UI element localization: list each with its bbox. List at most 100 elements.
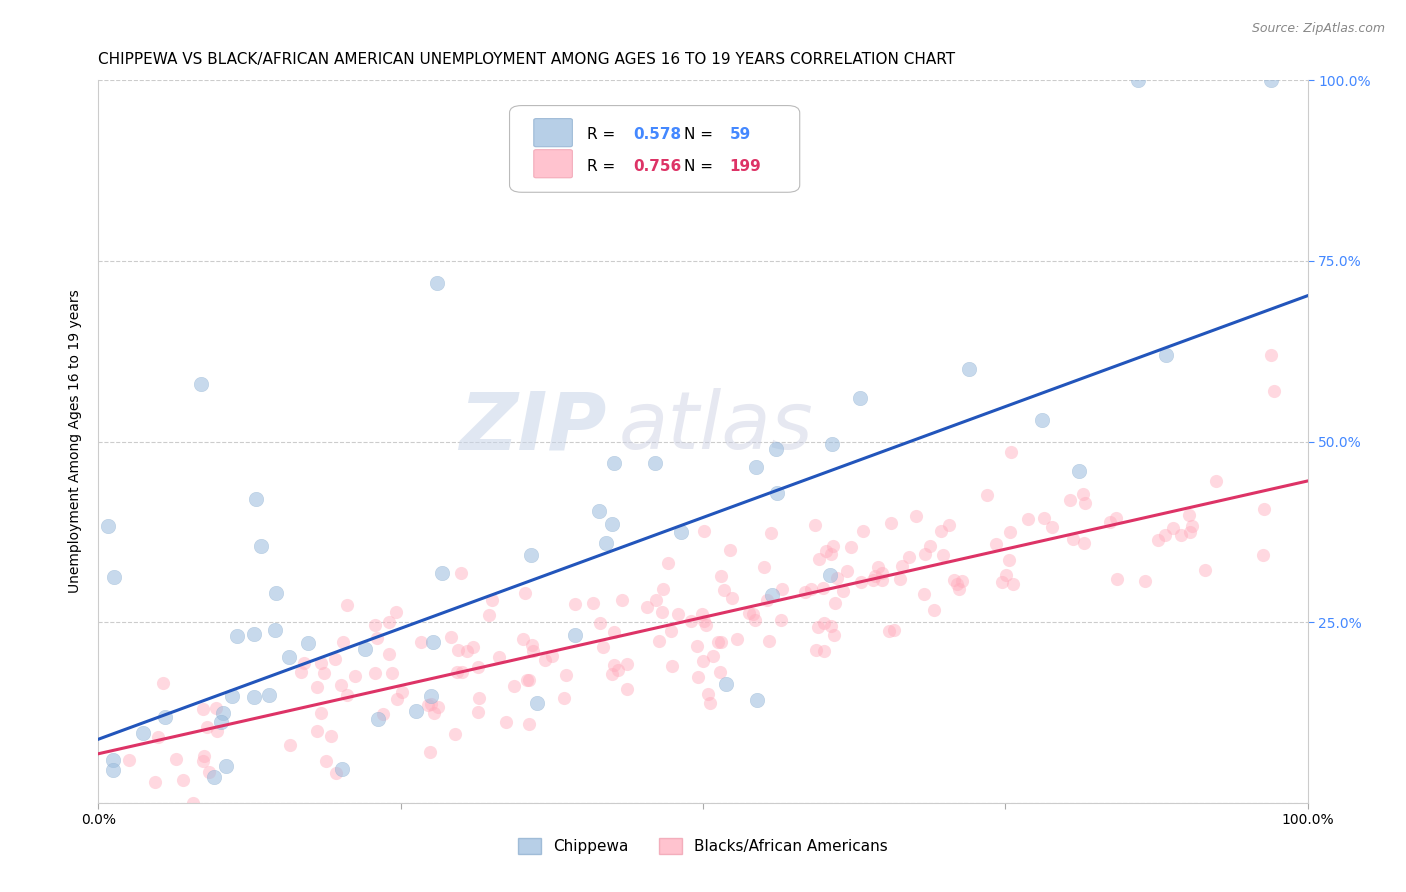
Point: [170, 808, 193, 822]
Point: [686, 670, 709, 684]
Point: [669, 524, 692, 539]
Point: [600, 666, 623, 681]
Point: [353, 642, 375, 657]
Point: [332, 762, 354, 776]
Text: N =: N =: [683, 127, 717, 142]
Point: [697, 687, 720, 701]
Point: [193, 749, 215, 764]
Point: [1253, 502, 1275, 516]
Point: [165, 751, 187, 765]
Point: [309, 657, 332, 671]
Point: [367, 712, 389, 726]
Point: [690, 607, 713, 621]
Point: [821, 539, 844, 553]
Point: [1154, 348, 1177, 362]
Point: [1263, 384, 1285, 398]
Point: [215, 758, 238, 772]
Point: [1107, 572, 1129, 586]
Point: [686, 639, 709, 653]
Point: [450, 566, 472, 580]
Point: [526, 696, 548, 710]
Point: [905, 509, 928, 524]
Point: [512, 632, 534, 646]
Point: [600, 517, 623, 532]
Point: [807, 552, 830, 566]
Point: [467, 705, 489, 719]
Text: R =: R =: [586, 127, 620, 142]
Point: [725, 632, 748, 646]
Point: [998, 553, 1021, 567]
Point: [422, 706, 444, 721]
Point: [191, 754, 214, 768]
Point: [517, 716, 540, 731]
Point: [976, 488, 998, 502]
Point: [378, 648, 401, 662]
Point: [823, 628, 845, 642]
Point: [118, 752, 141, 766]
Point: [849, 391, 872, 405]
Point: [243, 626, 266, 640]
Point: [103, 570, 125, 584]
Point: [794, 584, 817, 599]
Text: 199: 199: [730, 160, 762, 175]
Point: [364, 666, 387, 681]
Point: [463, 640, 485, 655]
Point: [315, 754, 337, 768]
Point: [1205, 474, 1227, 488]
Point: [420, 690, 443, 704]
Point: [1194, 564, 1216, 578]
Point: [1260, 348, 1282, 362]
Point: [195, 721, 218, 735]
Point: [770, 582, 793, 596]
Point: [513, 586, 536, 600]
Text: N =: N =: [683, 160, 717, 175]
Point: [651, 582, 673, 596]
Point: [522, 644, 544, 658]
Point: [478, 607, 501, 622]
Point: [107, 847, 129, 862]
Point: [644, 456, 666, 470]
Point: [488, 650, 510, 665]
Point: [329, 678, 352, 692]
Point: [391, 685, 413, 699]
Point: [877, 624, 900, 638]
Point: [582, 596, 605, 610]
Point: [588, 504, 610, 518]
Point: [707, 634, 730, 648]
Point: [309, 706, 332, 720]
Point: [305, 680, 328, 694]
Point: [1098, 515, 1121, 529]
Point: [520, 549, 543, 563]
Point: [820, 619, 842, 633]
Point: [929, 524, 952, 538]
Point: [1146, 533, 1168, 548]
Point: [832, 584, 855, 599]
Point: [761, 526, 783, 541]
Point: [524, 837, 547, 851]
Legend: Chippewa, Blacks/African Americans: Chippewa, Blacks/African Americans: [512, 832, 894, 860]
Point: [695, 618, 717, 632]
Point: [804, 517, 827, 532]
Point: [426, 276, 449, 290]
Point: [647, 633, 669, 648]
Point: [994, 568, 1017, 582]
Point: [681, 614, 703, 628]
Point: [152, 676, 174, 690]
Point: [325, 766, 347, 780]
Point: [418, 698, 440, 713]
Point: [820, 547, 842, 561]
Point: [804, 643, 827, 657]
Point: [814, 544, 837, 558]
Point: [699, 696, 721, 710]
Point: [765, 442, 787, 456]
Point: [755, 593, 778, 607]
Point: [866, 560, 889, 574]
Point: [1154, 527, 1177, 541]
FancyBboxPatch shape: [509, 105, 800, 193]
Point: [821, 437, 844, 451]
Point: [938, 518, 960, 533]
Point: [702, 649, 724, 664]
Point: [198, 764, 221, 779]
Point: [879, 516, 901, 530]
Point: [1177, 508, 1199, 522]
